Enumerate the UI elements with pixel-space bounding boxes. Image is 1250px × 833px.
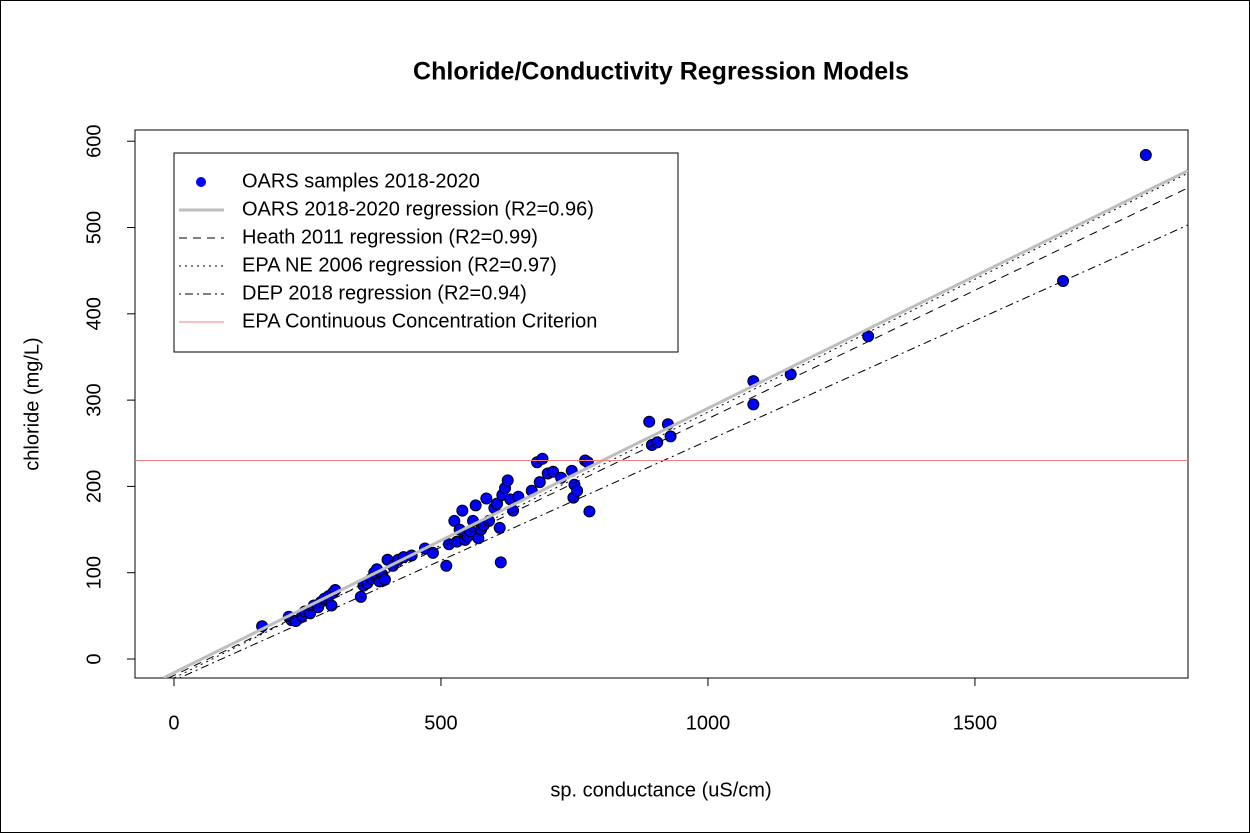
data-point: [747, 398, 760, 411]
x-axis-label: sp. conductance (uS/cm): [550, 779, 771, 801]
regression-line: [173, 172, 1188, 678]
plot-box: [134, 129, 1189, 679]
legend-marker: [196, 177, 206, 187]
legend: OARS samples 2018-2020 OARS 2018-2020 reg…: [173, 152, 679, 353]
data-point: [664, 430, 677, 443]
data-point: [643, 415, 656, 428]
data-point: [1057, 275, 1070, 288]
data-point: [536, 452, 549, 465]
x-tick-label: 0: [168, 712, 179, 734]
plot-area: [135, 149, 1188, 678]
x-tick-label: 500: [424, 712, 457, 734]
data-point: [456, 504, 469, 517]
data-point: [651, 436, 664, 449]
y-tick-label: 200: [83, 470, 105, 503]
regression-line: [162, 169, 1188, 678]
y-tick-label: 0: [83, 653, 105, 664]
data-point: [440, 559, 453, 572]
y-axis-label: chloride (mg/L): [21, 337, 43, 470]
chart-title: Chloride/Conductivity Regression Models: [413, 58, 909, 86]
y-tick-label: 400: [83, 297, 105, 330]
data-point: [469, 499, 482, 512]
data-point: [533, 476, 546, 489]
data-point: [583, 505, 596, 518]
data-point: [547, 465, 560, 478]
y-tick-label: 300: [83, 383, 105, 416]
regression-line: [179, 224, 1188, 678]
regression-line: [168, 187, 1188, 678]
data-point: [1139, 149, 1152, 162]
data-point: [493, 521, 506, 534]
legend-label: Heath 2011 regression (R2=0.99): [242, 226, 538, 248]
data-point: [501, 474, 514, 487]
data-point: [480, 492, 493, 505]
legend-label: EPA NE 2006 regression (R2=0.97): [242, 254, 557, 276]
data-point: [571, 484, 584, 497]
data-point: [325, 599, 338, 612]
legend-label: EPA Continuous Concentration Criterion: [242, 310, 597, 332]
x-tick-label: 1500: [953, 712, 998, 734]
data-point: [491, 497, 504, 510]
data-point: [494, 556, 507, 569]
legend-box: [173, 152, 679, 353]
legend-label: OARS samples 2018-2020: [242, 170, 480, 192]
x-tick-label: 1000: [686, 712, 731, 734]
y-tick-label: 600: [83, 125, 105, 158]
y-tick-label: 100: [83, 556, 105, 589]
legend-label: OARS 2018-2020 regression (R2=0.96): [242, 198, 594, 220]
y-tick-label: 500: [83, 211, 105, 244]
data-point: [448, 514, 461, 527]
legend-label: DEP 2018 regression (R2=0.94): [242, 282, 527, 304]
